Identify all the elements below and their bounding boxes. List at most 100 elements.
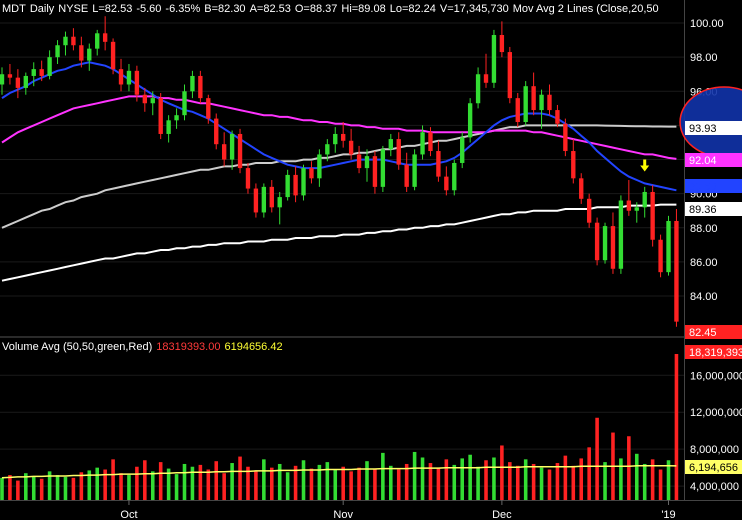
candle-body — [563, 123, 568, 152]
price-tick-label: 86.00 — [690, 257, 718, 269]
volume-value: V=17,345,730 — [439, 3, 509, 15]
candle-body — [79, 45, 84, 61]
volume-bar — [500, 445, 504, 500]
price-value-tag: 93.93 — [689, 123, 717, 135]
candle-body — [206, 98, 211, 119]
volume-bar — [452, 464, 457, 500]
volume-bar — [254, 470, 258, 500]
volume-bar — [587, 447, 591, 500]
candle-body — [507, 52, 512, 99]
candle-body — [221, 144, 227, 160]
volume-bar — [55, 475, 60, 500]
candle-body — [277, 197, 282, 208]
price-value-tag-bg — [685, 325, 742, 339]
candle-body — [7, 74, 13, 78]
candle-body — [39, 69, 44, 76]
candle-body — [356, 154, 362, 169]
volume-bar — [174, 474, 179, 500]
volume-value-tag-bg — [685, 345, 742, 359]
volume-average-line — [1, 465, 677, 479]
candle-body — [174, 115, 179, 121]
candle-body — [412, 154, 417, 187]
volume-value-a: 18319393.00 — [156, 341, 221, 353]
volume-bar — [317, 464, 322, 500]
volume-tick-label: 16,000,000 — [690, 370, 742, 382]
candle-body — [579, 178, 584, 199]
time-axis-label: '19 — [661, 509, 675, 520]
ma50-line — [1, 95, 677, 160]
candle-body — [436, 151, 441, 177]
candle-body — [253, 188, 259, 213]
volume-bar — [246, 466, 250, 500]
candle-body — [642, 191, 647, 208]
volume-bar — [563, 455, 568, 500]
volume-bar — [603, 462, 607, 500]
candle-body — [333, 133, 338, 145]
candle-body — [317, 154, 322, 179]
candle-body — [475, 74, 481, 104]
candle-body — [15, 77, 21, 88]
candle-body — [467, 103, 473, 138]
candle-body — [142, 94, 148, 104]
candle-body — [110, 41, 116, 70]
volume-bar — [658, 469, 663, 500]
candle-body — [531, 86, 536, 111]
volume-bar — [119, 473, 123, 500]
candle-body — [674, 220, 679, 322]
volume-bar — [579, 458, 584, 500]
down-arrow-icon — [640, 159, 650, 172]
volume-bar — [127, 475, 131, 500]
volume-tick-label: 4,000,000 — [690, 481, 739, 493]
candle-body — [650, 191, 655, 240]
price-tick-label: 98.00 — [690, 52, 718, 64]
candle-body — [261, 186, 267, 213]
price-value-tag: 82.45 — [689, 327, 717, 339]
candle-body — [380, 149, 386, 187]
volume-bar — [476, 466, 480, 500]
high-price: Hi=89.08 — [341, 3, 386, 15]
volume-bar — [198, 464, 203, 500]
volume-bar — [468, 454, 472, 500]
candle-body — [285, 174, 290, 198]
volume-bar — [642, 463, 647, 500]
volume-bar — [103, 469, 107, 500]
volume-bar — [627, 436, 631, 500]
volume-bar — [325, 462, 330, 500]
volume-bar — [634, 453, 639, 500]
volume-bar — [365, 461, 369, 500]
candle-body — [150, 98, 155, 104]
ma200-line — [1, 203, 677, 282]
candle-body — [102, 33, 108, 42]
candle-body — [499, 35, 505, 53]
volume-bar — [166, 468, 171, 500]
volume-tick-label: 12,000,000 — [690, 407, 742, 419]
volume-bar — [666, 460, 671, 500]
candle-body — [491, 35, 497, 83]
candle-body — [460, 137, 465, 163]
time-axis-label: Dec — [492, 509, 512, 520]
candle-body — [198, 75, 203, 99]
volume-bar — [111, 459, 115, 500]
volume-bar — [222, 473, 226, 500]
exchange-label: NYSE — [58, 3, 89, 15]
study-label: Mov Avg 2 Lines (Close,20,50 — [512, 3, 659, 15]
volume-bar — [420, 457, 425, 500]
candle-body — [325, 144, 330, 155]
volume-bar — [531, 463, 536, 500]
volume-bar — [460, 458, 464, 500]
volume-bar — [8, 475, 12, 500]
volume-value-tag: 6,194,656 — [689, 462, 738, 474]
volume-bar — [214, 461, 219, 500]
price-value-tag: 89.36 — [689, 204, 717, 216]
volume-bar — [508, 462, 512, 500]
price-value-tag-bg — [685, 121, 742, 135]
candle-body — [594, 222, 600, 261]
candle-body — [95, 33, 100, 49]
candle-body — [428, 132, 433, 152]
volume-bar — [547, 469, 552, 500]
price-value-tag-bg — [685, 179, 742, 193]
candle-body — [190, 75, 195, 92]
candle-body — [245, 168, 251, 189]
ask-price: A=82.53 — [249, 3, 291, 15]
candle-body — [47, 57, 52, 76]
